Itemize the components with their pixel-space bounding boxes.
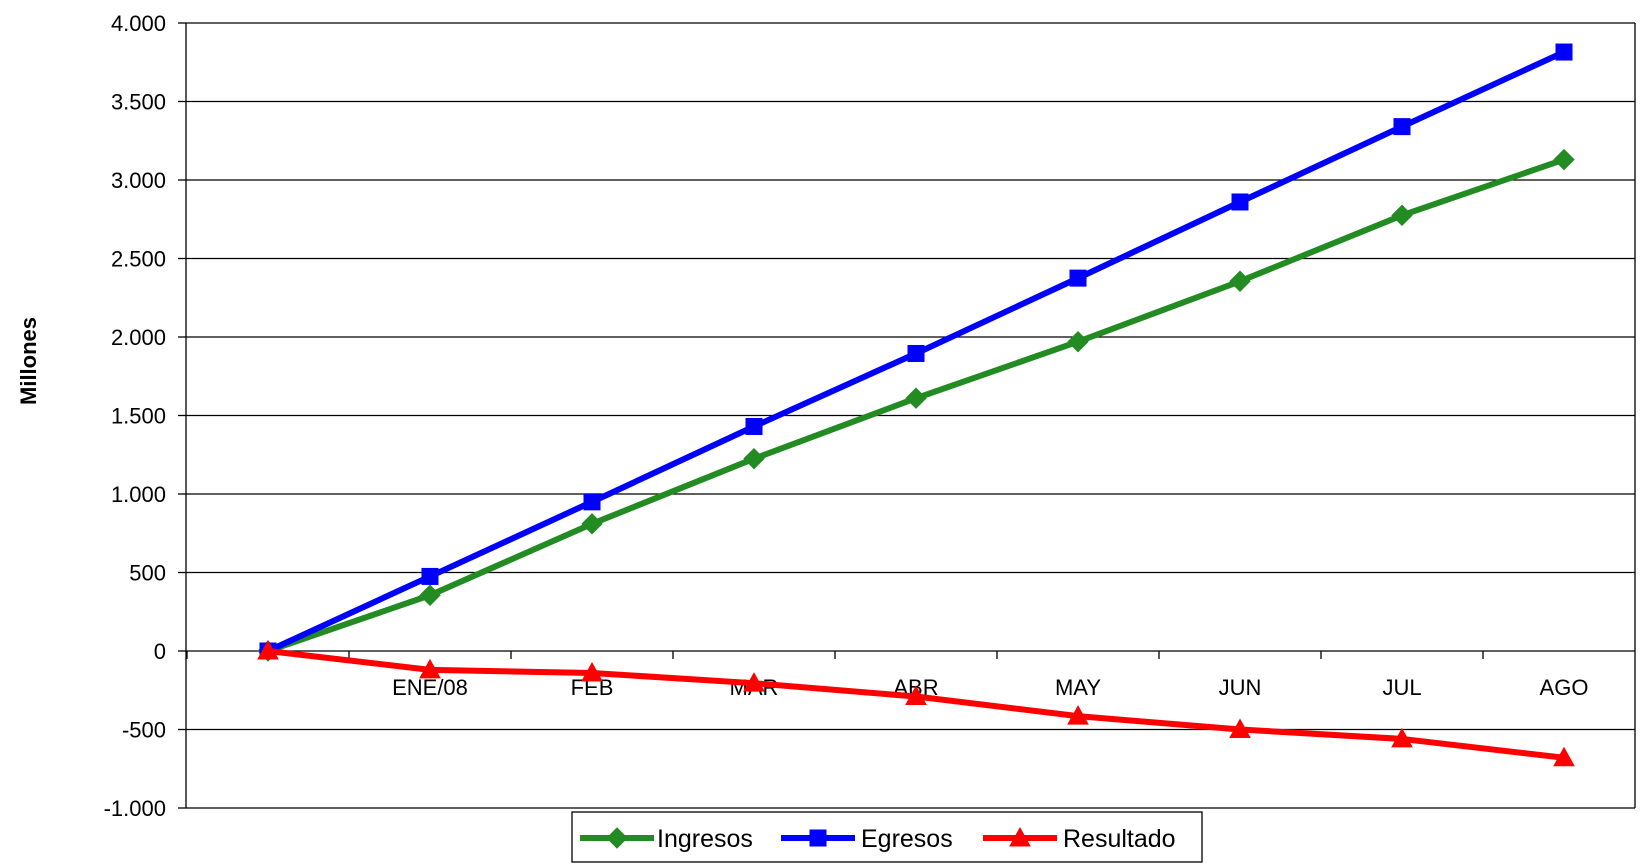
- data-point: [257, 639, 279, 660]
- data-point: [1391, 204, 1413, 227]
- data-point: [1555, 43, 1573, 61]
- data-point: [1229, 270, 1251, 292]
- data-point: [743, 672, 765, 692]
- legend-item-ingresos: Ingresos: [580, 825, 753, 853]
- data-point: [1067, 331, 1089, 353]
- legend-swatch-marker: [809, 829, 827, 847]
- data-point: [1067, 705, 1089, 725]
- y-tick-label: 2.500: [111, 247, 166, 272]
- data-point: [743, 447, 765, 470]
- y-tick-label: 1.500: [111, 404, 166, 429]
- grid: [185, 22, 1636, 809]
- y-tick-label: 1.000: [111, 482, 166, 507]
- x-tick-label: ENE/08: [392, 675, 468, 700]
- y-tick-label: 3.000: [111, 168, 166, 193]
- data-point: [1393, 118, 1411, 136]
- data-point: [419, 584, 441, 606]
- data-point: [1553, 746, 1575, 767]
- series-ingresos: [257, 148, 1575, 662]
- data-point: [421, 567, 439, 585]
- data-point: [583, 493, 601, 511]
- y-tick-label: 500: [129, 561, 166, 586]
- y-axis: -1.000 -500 0 500 1.000 1.500 2.000 2.500 3.000 3…: [104, 11, 186, 821]
- data-point: [581, 513, 603, 535]
- y-tick-label: -1.000: [104, 796, 166, 821]
- x-tick-label: MAY: [1055, 675, 1101, 700]
- legend-item-egresos: Egresos: [781, 825, 953, 853]
- series-group: [257, 43, 1575, 767]
- data-point: [1553, 148, 1575, 171]
- data-point: [907, 344, 925, 362]
- data-point: [1069, 269, 1087, 287]
- x-tick-label: JUL: [1382, 675, 1421, 700]
- y-tick-label: -500: [122, 718, 166, 743]
- y-tick-label: 3.500: [111, 90, 166, 115]
- legend-box: [571, 811, 1203, 863]
- x-tick-label: AGO: [1540, 675, 1589, 700]
- y-tick-label: 2.000: [111, 325, 166, 350]
- legend-label: Ingresos: [657, 825, 753, 853]
- legend-label: Resultado: [1063, 825, 1176, 853]
- data-point: [581, 661, 603, 682]
- data-point: [1231, 193, 1249, 211]
- legend-label: Egresos: [861, 825, 953, 853]
- legend: Ingresos Egresos Resultado: [571, 811, 1203, 863]
- y-tick-label: 4.000: [111, 11, 166, 36]
- x-tick-label: JUN: [1219, 675, 1262, 700]
- data-point: [419, 658, 441, 679]
- legend-swatch-marker: [606, 827, 628, 849]
- data-point: [1229, 718, 1251, 738]
- series-resultado: [257, 639, 1575, 767]
- legend-swatch-marker: [1009, 826, 1031, 847]
- data-point: [905, 685, 927, 706]
- y-tick-label: 0: [154, 639, 166, 664]
- data-point: [1391, 727, 1413, 748]
- series-egresos: [259, 43, 1573, 660]
- y-axis-label: Millones: [16, 317, 41, 405]
- data-point: [905, 387, 927, 409]
- data-point: [745, 417, 763, 435]
- legend-item-resultado: Resultado: [983, 825, 1176, 853]
